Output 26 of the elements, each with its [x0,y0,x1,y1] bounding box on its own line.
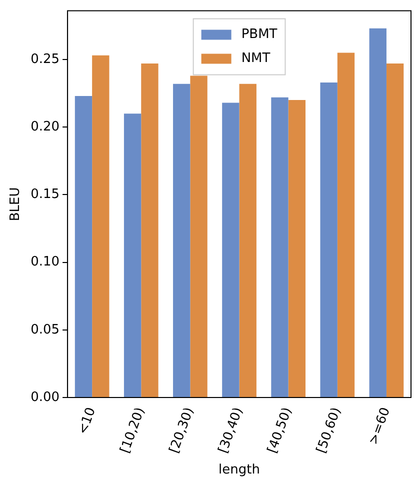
bar [386,64,404,398]
y-tick-label: 0.00 [30,390,60,405]
bar [173,84,190,398]
y-tick-label: 0.25 [30,52,60,67]
bar [124,114,142,398]
y-tick-label: 0.20 [30,119,60,134]
bar [190,76,208,398]
y-tick-label: 0.10 [30,254,60,270]
bar [239,84,256,398]
bar [222,102,240,398]
bar [337,52,355,398]
legend-label: PBMT [241,27,278,42]
y-tick-label: 0.15 [30,187,60,202]
bar [288,100,306,398]
bar [74,96,92,398]
bar [320,82,338,398]
y-axis-title: BLEU [8,187,24,222]
bar [92,55,110,398]
bar [141,64,158,398]
x-tick-label: <10 [76,406,100,437]
y-tick-label: 0.05 [30,322,60,338]
bar [271,97,288,398]
x-tick-label: >=60 [366,406,394,447]
bar [369,28,386,398]
legend-label: NMT [241,51,270,66]
x-axis-title: length [218,462,260,478]
